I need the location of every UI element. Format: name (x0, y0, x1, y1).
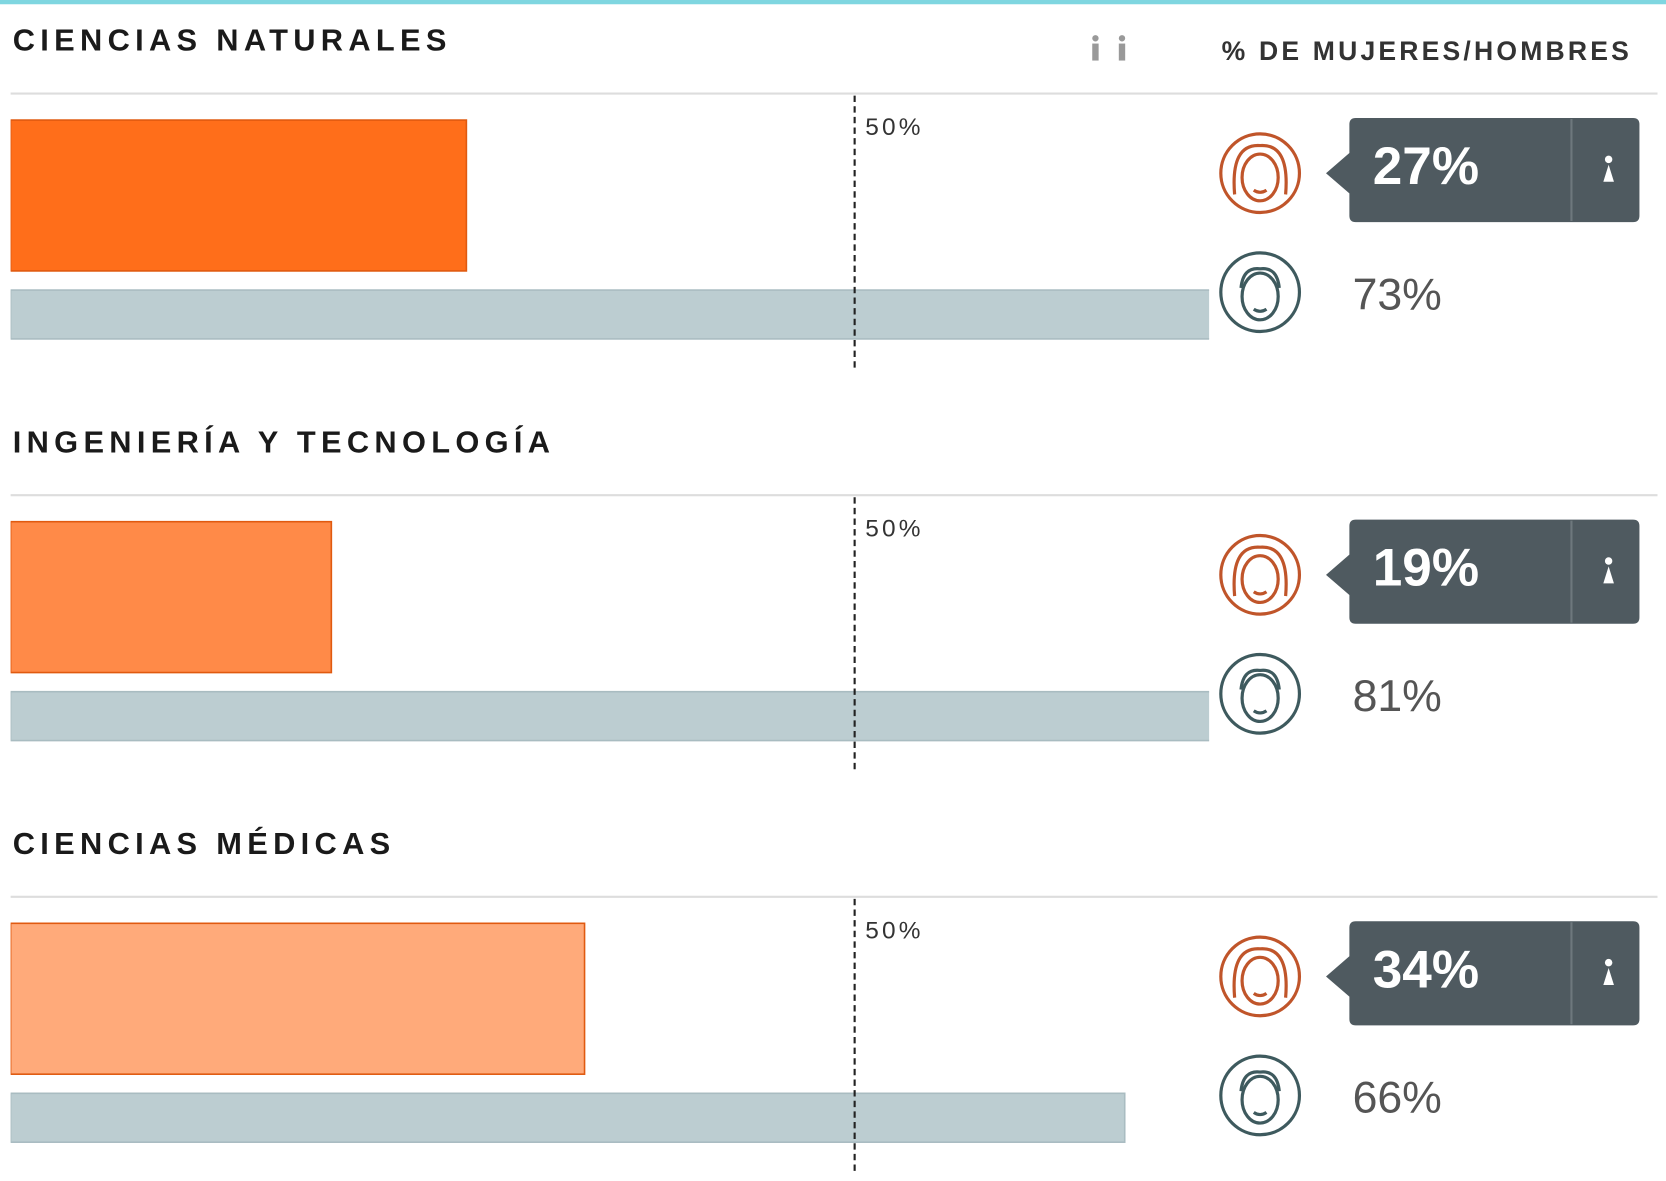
icon-face (1240, 955, 1280, 1006)
top-strip (0, 0, 1666, 5)
legend-label: % DE MUJERES/HOMBRES (1222, 36, 1632, 66)
badge-icon-body (1603, 164, 1614, 182)
icon-mouth (1252, 590, 1268, 596)
badge-icon-body (1603, 566, 1614, 584)
icon-ring (1219, 1054, 1302, 1137)
female-bar (10, 520, 333, 674)
icon-ring (1219, 533, 1302, 616)
female-icon (1219, 935, 1302, 1018)
icon-face (1240, 271, 1280, 322)
badge-icon-head (1604, 958, 1613, 967)
female-value: 19% (1373, 539, 1479, 598)
icon-face (1240, 152, 1280, 203)
icon-face (1240, 554, 1280, 605)
panel-title: INGENIERÍA Y TECNOLOGÍA (13, 424, 556, 459)
male-value: 81% (1353, 672, 1442, 721)
panel-title: CIENCIAS NATURALES (13, 23, 452, 58)
badge-icon-body (1603, 967, 1614, 985)
value-badge (1326, 921, 1640, 1026)
legend-icons (1092, 35, 1126, 61)
icon-hair (1239, 1070, 1281, 1092)
reference-label: 50% (865, 114, 923, 141)
reference-label: 50% (865, 516, 923, 543)
icon-ring (1219, 652, 1302, 735)
icon-mouth (1252, 188, 1268, 194)
male-icon (1219, 652, 1302, 735)
female-bar (10, 922, 586, 1075)
icon-ring (1219, 132, 1302, 215)
panel-title: CIENCIAS MÉDICAS (13, 826, 396, 861)
female-value: 34% (1373, 940, 1479, 999)
male-bar (10, 690, 1210, 742)
icon-ring (1219, 251, 1302, 334)
icon-ring (1219, 935, 1302, 1018)
male-value: 73% (1353, 270, 1442, 319)
icon-mouth (1252, 307, 1268, 313)
value-badge (1326, 117, 1640, 223)
badge-icon-head (1604, 155, 1613, 164)
icon-hair (1232, 143, 1288, 195)
female-icon (1219, 132, 1302, 215)
icon-hair (1232, 545, 1288, 597)
icon-face (1240, 673, 1280, 724)
badge-icon-head (1604, 557, 1613, 565)
icon-hair (1232, 947, 1288, 998)
icon-hair (1239, 668, 1281, 690)
male-icon (1219, 251, 1302, 334)
male-bar (10, 289, 1210, 340)
value-badge (1326, 519, 1640, 624)
icon-face (1240, 1074, 1280, 1125)
icon-mouth (1252, 992, 1268, 998)
male-bar (10, 1092, 1126, 1143)
male-icon (1219, 1054, 1302, 1137)
male-value: 66% (1353, 1074, 1442, 1123)
female-bar (10, 119, 468, 272)
female-icon (1219, 533, 1302, 616)
icon-mouth (1252, 1111, 1268, 1117)
icon-mouth (1252, 709, 1268, 715)
female-value: 27% (1373, 137, 1479, 196)
icon-hair (1239, 267, 1281, 289)
reference-label: 50% (865, 917, 923, 944)
